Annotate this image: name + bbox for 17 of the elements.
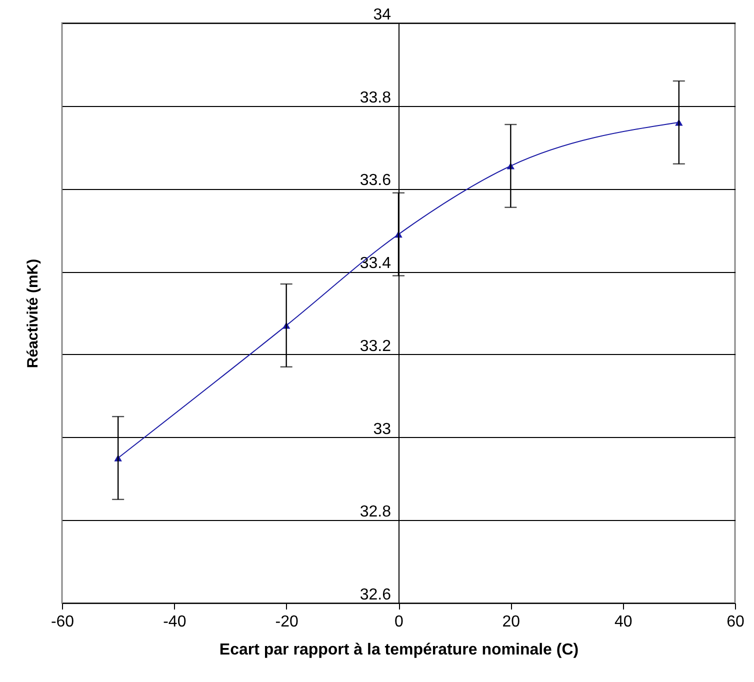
x-axis-title: Ecart par rapport à la température nominale (C): [219, 642, 579, 658]
y-tick-label: 32.6: [360, 586, 392, 604]
y-tick-label: 32.8: [360, 504, 392, 521]
x-tick-label: 0: [394, 614, 404, 630]
y-tick-label: 33.6: [360, 172, 392, 190]
y-tick-label: 33: [373, 420, 392, 438]
x-tick-label: 20: [502, 614, 520, 630]
y-tick-label: 33.2: [360, 338, 392, 355]
y-tick-label: 33.8: [360, 89, 392, 106]
x-tick-label: 40: [614, 614, 632, 630]
x-tick-label: 60: [726, 614, 744, 630]
y-tick-label: 34: [373, 6, 392, 24]
x-tick-label: -60: [50, 614, 74, 630]
y-tick-label: 33.4: [360, 255, 392, 272]
x-tick-label: -20: [275, 614, 298, 630]
x-tick-label: -40: [163, 614, 186, 630]
y-axis-title: Réactivité (mK): [24, 258, 42, 368]
